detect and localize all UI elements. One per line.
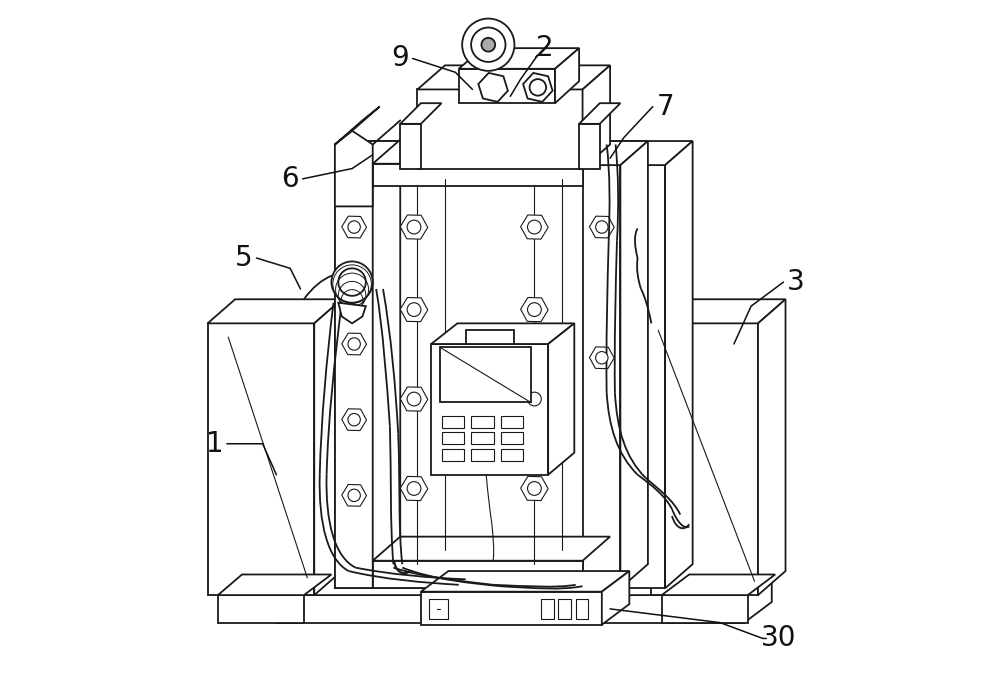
Text: 9: 9 <box>391 45 409 72</box>
Polygon shape <box>400 124 421 169</box>
Circle shape <box>481 38 495 52</box>
Polygon shape <box>431 323 574 344</box>
Bar <box>442 416 464 428</box>
Text: 5: 5 <box>235 244 253 272</box>
Polygon shape <box>417 65 610 89</box>
Polygon shape <box>421 592 602 625</box>
Circle shape <box>348 489 360 502</box>
Polygon shape <box>758 299 786 595</box>
Bar <box>576 599 588 619</box>
Polygon shape <box>744 574 772 623</box>
Polygon shape <box>338 303 366 323</box>
Polygon shape <box>548 323 574 475</box>
Circle shape <box>407 392 421 406</box>
Text: 30: 30 <box>761 625 796 652</box>
Polygon shape <box>373 561 583 588</box>
Circle shape <box>407 303 421 316</box>
Polygon shape <box>440 347 531 402</box>
Polygon shape <box>651 299 786 323</box>
Circle shape <box>338 268 366 296</box>
Polygon shape <box>620 141 648 588</box>
Text: 7: 7 <box>656 93 674 120</box>
Polygon shape <box>208 323 314 595</box>
Polygon shape <box>373 537 610 561</box>
Circle shape <box>407 482 421 495</box>
Circle shape <box>348 276 360 288</box>
Bar <box>442 449 464 461</box>
Circle shape <box>528 482 541 495</box>
Bar <box>471 432 494 444</box>
Polygon shape <box>276 595 744 623</box>
Circle shape <box>331 261 373 303</box>
Circle shape <box>471 28 506 62</box>
Bar <box>501 432 523 444</box>
Polygon shape <box>555 48 579 103</box>
Polygon shape <box>579 124 600 169</box>
Bar <box>471 416 494 428</box>
Polygon shape <box>466 330 514 344</box>
Bar <box>442 432 464 444</box>
Polygon shape <box>208 299 342 323</box>
Polygon shape <box>335 141 400 165</box>
Bar <box>501 416 523 428</box>
Circle shape <box>348 413 360 426</box>
Text: 3: 3 <box>787 268 805 296</box>
Polygon shape <box>665 141 693 588</box>
Polygon shape <box>335 165 665 588</box>
Polygon shape <box>602 571 629 625</box>
Polygon shape <box>373 164 583 186</box>
Polygon shape <box>651 323 758 595</box>
Bar <box>429 599 448 619</box>
Circle shape <box>528 220 541 234</box>
Polygon shape <box>335 131 373 206</box>
Text: 6: 6 <box>281 165 299 193</box>
Circle shape <box>596 221 608 233</box>
Polygon shape <box>335 141 693 165</box>
Polygon shape <box>662 595 748 623</box>
Polygon shape <box>276 574 772 595</box>
Circle shape <box>596 352 608 364</box>
Circle shape <box>481 75 506 100</box>
Polygon shape <box>579 103 620 124</box>
Bar <box>558 599 571 619</box>
Polygon shape <box>431 344 548 475</box>
Circle shape <box>462 19 514 71</box>
Polygon shape <box>662 574 775 595</box>
Polygon shape <box>373 141 400 588</box>
Polygon shape <box>335 107 380 144</box>
Circle shape <box>530 79 546 96</box>
Polygon shape <box>459 48 579 69</box>
Polygon shape <box>314 299 342 595</box>
Polygon shape <box>459 69 555 103</box>
Polygon shape <box>417 89 583 169</box>
Polygon shape <box>583 141 648 165</box>
Circle shape <box>528 303 541 316</box>
Polygon shape <box>583 165 620 588</box>
Text: 1: 1 <box>206 430 223 458</box>
Bar <box>541 599 554 619</box>
Polygon shape <box>335 165 373 588</box>
Polygon shape <box>218 595 304 623</box>
Bar <box>501 449 523 461</box>
Circle shape <box>348 221 360 233</box>
Polygon shape <box>400 103 442 124</box>
Polygon shape <box>373 140 610 164</box>
Text: 2: 2 <box>536 34 554 62</box>
Bar <box>471 449 494 461</box>
Circle shape <box>348 338 360 350</box>
Polygon shape <box>218 574 331 595</box>
Polygon shape <box>421 571 629 592</box>
Polygon shape <box>583 65 610 169</box>
Circle shape <box>528 392 541 406</box>
Circle shape <box>407 220 421 234</box>
